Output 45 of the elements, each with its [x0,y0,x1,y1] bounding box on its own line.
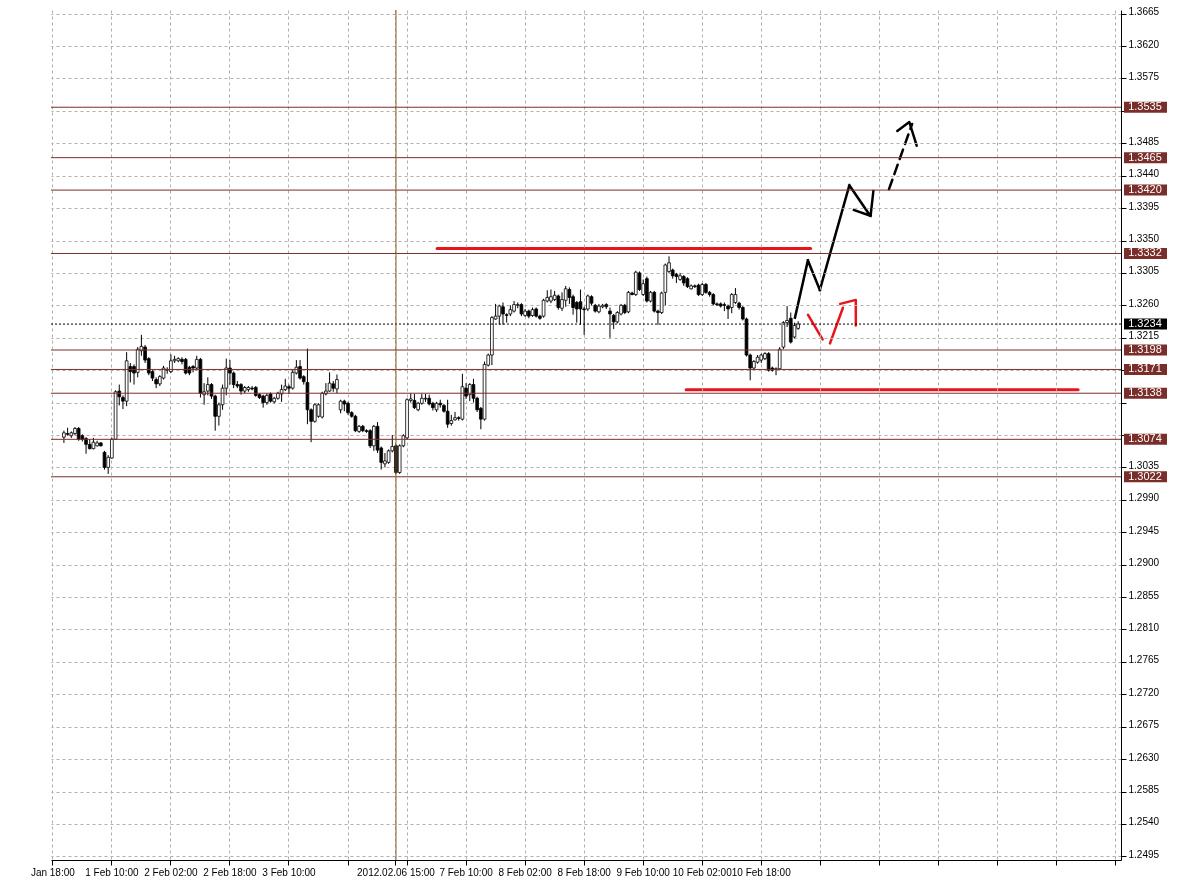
y-tick-label: 1.2585 [1128,784,1160,796]
y-tick-label: 1.3260 [1128,297,1160,309]
y-tick-label: 1.3485 [1128,135,1160,147]
y-tick-label: 1.3620 [1128,38,1160,50]
ref-line-label: 1.3234 [1128,317,1162,330]
x-tick-label: 7 Feb 10:00 [439,866,494,878]
x-tick-label: 8 Feb 02:00 [498,866,553,878]
y-tick-label: 1.2990 [1128,492,1160,504]
y-tick-label: 1.2765 [1128,654,1160,666]
ref-line-label: 1.3465 [1128,150,1162,163]
y-tick-label: 1.2810 [1128,621,1160,633]
x-tick-label: 8 Feb 18:00 [557,866,612,878]
y-tick-label: 1.2675 [1128,719,1160,731]
x-tick-label: 2012.02.06 15:00 [357,866,436,878]
x-tick-label: 10 Feb 18:00 [731,866,792,878]
y-tick-label: 1.2720 [1128,686,1160,698]
ref-line-label: 1.3138 [1128,386,1162,399]
y-tick-label: 1.3035 [1128,459,1160,471]
y-tick-label: 1.2855 [1128,589,1160,601]
y-tick-label: 1.2900 [1128,557,1160,569]
y-tick-label: 1.2495 [1128,848,1160,860]
y-tick-label: 1.3215 [1128,330,1160,342]
y-tick-label: 1.3395 [1128,200,1160,212]
x-tick-label: Jan 18:00 [30,866,76,878]
x-tick-label: 9 Feb 10:00 [616,866,671,878]
y-tick-label: 1.3440 [1128,168,1160,180]
y-tick-label: 1.2630 [1128,751,1160,763]
ref-line-label: 1.3332 [1128,246,1162,259]
ref-line-label: 1.3022 [1128,469,1162,482]
y-tick-label: 1.2540 [1128,816,1160,828]
y-tick-label: 1.2945 [1128,524,1160,536]
ref-line-label: 1.3171 [1128,362,1162,375]
ref-line-label: 1.3074 [1128,432,1162,445]
y-tick-label: 1.3350 [1128,233,1160,245]
ref-line-label: 1.3420 [1128,183,1162,196]
x-tick-label: 3 Feb 10:00 [262,866,317,878]
x-tick-label: 2 Feb 18:00 [203,866,258,878]
x-tick-label: 2 Feb 02:00 [144,866,199,878]
y-tick-label: 1.3305 [1128,265,1160,277]
x-tick-label: 10 Feb 02:00 [672,866,733,878]
y-tick-label: 1.3575 [1128,70,1160,82]
y-tick-label: 1.3665 [1128,6,1160,18]
ref-line-label: 1.3198 [1128,343,1162,355]
x-tick-label: 1 Feb 10:00 [85,866,139,878]
ref-line-label: 1.3535 [1128,100,1162,113]
